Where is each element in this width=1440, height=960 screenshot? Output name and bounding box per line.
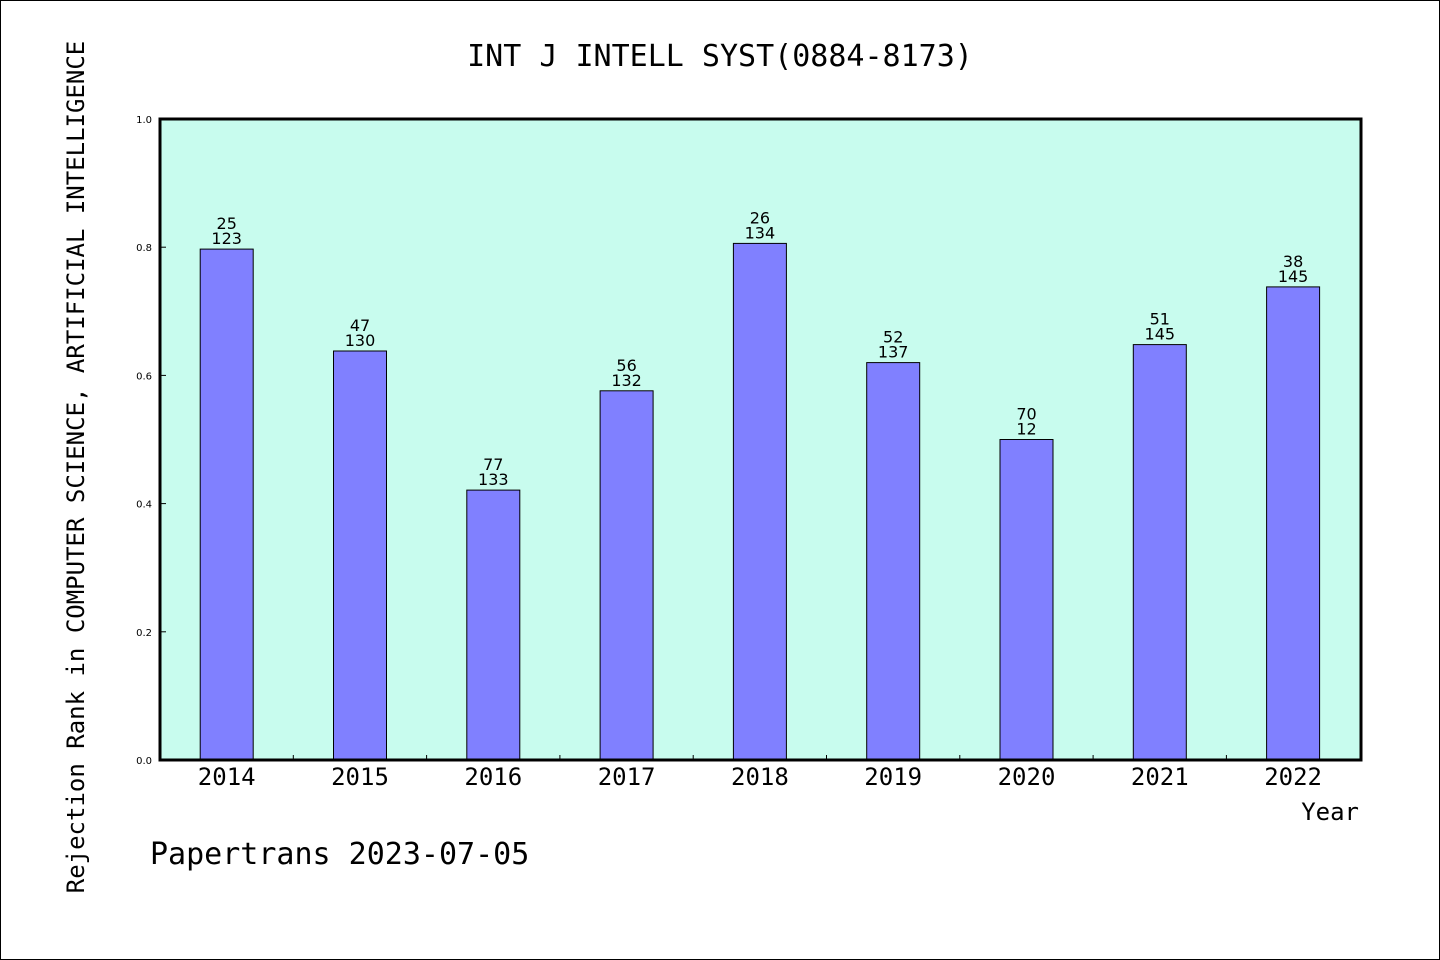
- x-tick-label: 2017: [598, 763, 656, 791]
- bar-label-bottom: 132: [611, 371, 642, 390]
- x-tick-label: 2019: [864, 763, 922, 791]
- chart-title: INT J INTELL SYST(0884-8173): [467, 39, 973, 74]
- bar-label-top: 70: [1016, 405, 1036, 424]
- y-tick-label: 0.0: [136, 756, 152, 767]
- bar-2022: [1266, 286, 1321, 761]
- y-tick-label: 0.6: [136, 371, 152, 382]
- x-tick-label: 2020: [998, 763, 1056, 791]
- x-tick-label: 2021: [1131, 763, 1189, 791]
- y-tick-label: 0.8: [136, 243, 152, 254]
- bar-2018: [732, 242, 787, 761]
- bar-2016: [466, 489, 521, 761]
- bar-label-bottom: 133: [478, 470, 509, 489]
- plot-frame: [158, 117, 1363, 762]
- bar-label-bottom: 123: [211, 229, 242, 248]
- bar-2015: [333, 350, 387, 761]
- bar-label-top: 26: [750, 208, 770, 227]
- y-tick-label: 0.2: [136, 628, 152, 639]
- y-tick-label: 0.4: [136, 500, 152, 511]
- x-tick-label: 2022: [1264, 763, 1322, 791]
- bar-label-bottom: 145: [1145, 325, 1176, 344]
- y-tick-label: 1.0: [136, 115, 152, 126]
- bar-label-top: 38: [1283, 252, 1303, 271]
- x-tick-label: 2015: [331, 763, 389, 791]
- x-axis-label: Year: [1301, 798, 1359, 826]
- bar-label-top: 47: [350, 316, 370, 335]
- bars-group: 2512347130771335613226134521377012511453…: [199, 208, 1321, 761]
- bar-label-top: 56: [616, 356, 636, 375]
- bar-label-bottom: 145: [1278, 267, 1309, 286]
- bar-label-bottom: 137: [878, 343, 909, 362]
- bar-2019: [866, 362, 921, 761]
- x-tick-label: 2014: [198, 763, 256, 791]
- bar-label-top: 25: [217, 214, 237, 233]
- bar-label-top: 51: [1150, 310, 1170, 329]
- bar-2021: [1132, 344, 1187, 761]
- x-tick-label: 2016: [464, 763, 522, 791]
- bar-label-bottom: 12: [1016, 420, 1036, 439]
- bar-2014: [199, 248, 254, 761]
- bar-label-bottom: 130: [345, 331, 376, 350]
- bar-2020: [999, 439, 1054, 761]
- x-tick-label: 2018: [731, 763, 789, 791]
- x-ticks-group: 2014 2015 2016 2017 2018 2019 2020 2021 2022: [198, 755, 1322, 791]
- bar-2017: [599, 390, 654, 761]
- bar-label-top: 77: [483, 455, 503, 474]
- y-axis-label: Rejection Rank in COMPUTER SCIENCE, ARTI…: [62, 41, 90, 894]
- footer-text: Papertrans 2023-07-05: [150, 837, 529, 872]
- bar-label-bottom: 134: [745, 223, 776, 242]
- bar-label-top: 52: [883, 328, 903, 347]
